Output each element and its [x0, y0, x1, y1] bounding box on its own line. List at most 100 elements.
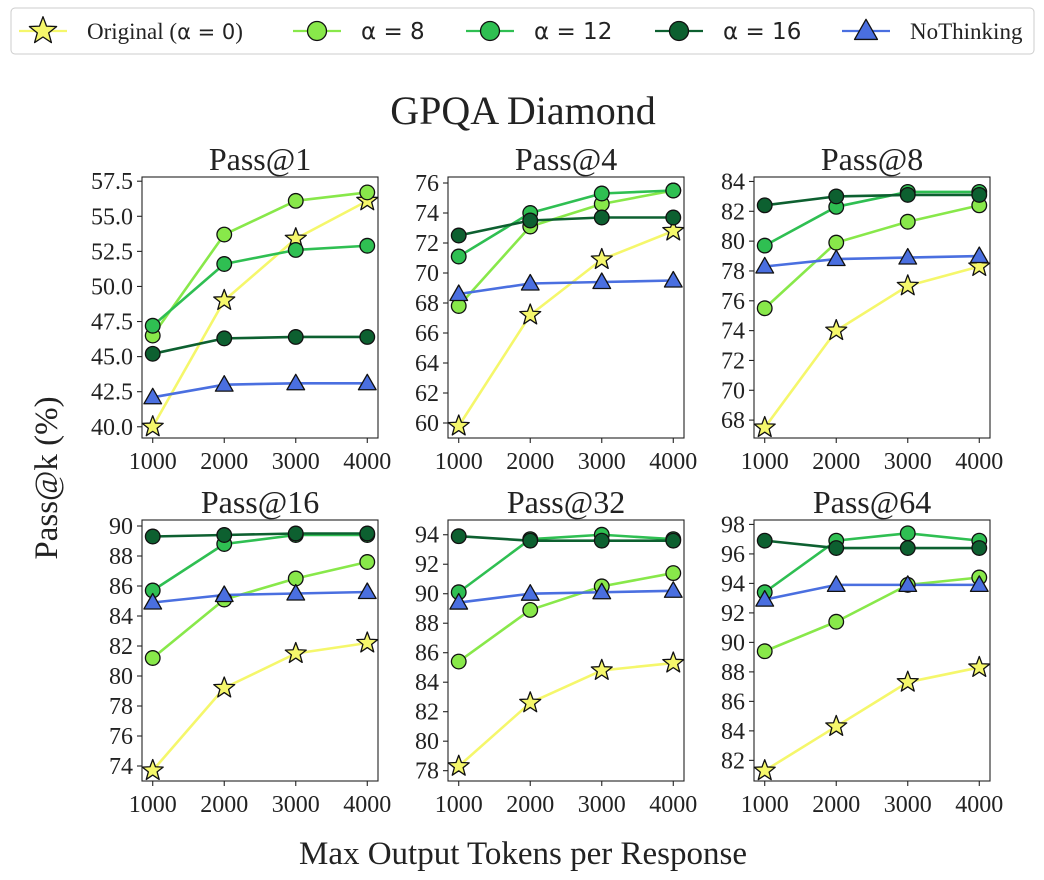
point-a16	[144, 345, 161, 362]
point-nothink	[755, 256, 775, 274]
x-tick-label: 2000	[812, 449, 860, 475]
y-tick-label: 74	[109, 754, 133, 780]
series-line-a12	[152, 533, 368, 592]
y-tick-label: 45.0	[91, 345, 133, 371]
series-line-a16	[152, 335, 368, 356]
point-orig	[896, 274, 919, 296]
point-a8	[899, 213, 916, 230]
point-orig	[753, 415, 776, 438]
subplot-frame	[141, 176, 379, 439]
point-a16	[450, 528, 467, 545]
point-nothink	[826, 249, 846, 267]
point-orig	[662, 651, 685, 673]
x-tick-label: 1000	[129, 792, 177, 818]
point-a8	[522, 601, 539, 618]
point-a12	[665, 182, 682, 199]
point-nothink	[357, 582, 377, 600]
x-tick-label: 1000	[741, 792, 789, 818]
point-a8	[216, 226, 233, 243]
y-tick-label: 66	[415, 321, 439, 347]
series-line-a8	[457, 571, 674, 663]
y-tick-label: 50.0	[91, 274, 133, 300]
point-a8	[665, 565, 682, 582]
point-a12	[756, 237, 773, 254]
point-orig	[590, 658, 613, 680]
subplot-frame	[447, 176, 685, 439]
point-nothink	[286, 373, 306, 391]
y-tick-label: 64	[415, 351, 439, 377]
point-a12	[899, 525, 916, 542]
point-a16	[216, 330, 233, 347]
point-a16	[665, 532, 682, 549]
point-nothink	[969, 246, 989, 264]
point-nothink	[143, 387, 163, 405]
point-a16	[593, 209, 610, 226]
y-tick-label: 84	[721, 169, 745, 195]
y-tick-label: 92	[415, 552, 439, 578]
point-a16	[756, 197, 773, 214]
figure-ylabel: Pass@k (%)	[29, 396, 65, 559]
y-tick-label: 84	[415, 670, 439, 696]
point-a16	[287, 525, 304, 542]
y-tick-label: 72	[721, 348, 745, 374]
series-line-a12	[764, 190, 980, 247]
subplot-frame	[753, 176, 991, 439]
point-nothink	[592, 582, 612, 600]
point-a8	[828, 234, 845, 251]
point-a16	[287, 329, 304, 345]
point-orig	[447, 414, 470, 436]
point-orig	[356, 631, 379, 653]
y-tick-label: 90	[415, 582, 439, 608]
point-nothink	[663, 270, 683, 288]
point-a16	[522, 532, 539, 549]
legend-label-a16: α = 16	[723, 19, 801, 45]
series-line-orig	[151, 641, 368, 772]
subplot-6: Pass@64 82 84 86 88 90 92 94 96 98 1000 2000 3000 400…	[721, 484, 1003, 818]
y-tick-label: 80	[109, 664, 133, 690]
point-orig	[447, 754, 470, 776]
point-orig	[662, 219, 685, 241]
point-orig	[519, 691, 542, 713]
point-nothink	[520, 584, 540, 601]
point-a16	[899, 186, 916, 203]
point-a16	[971, 540, 988, 556]
x-tick-label: 3000	[884, 449, 932, 475]
x-tick-label: 2000	[200, 449, 248, 475]
series-line-orig	[764, 666, 980, 772]
y-tick-label: 76	[721, 289, 745, 315]
x-tick-label: 1000	[435, 792, 483, 818]
x-tick-label: 1000	[435, 449, 483, 475]
point-a12	[359, 237, 376, 254]
x-tick-label: 3000	[578, 792, 626, 818]
series-line-nothink	[152, 381, 368, 399]
series-line-orig	[457, 229, 674, 427]
y-tick-label: 82	[109, 634, 133, 660]
y-tick-label: 52.5	[91, 239, 133, 265]
y-tick-label: 82	[721, 199, 745, 225]
point-a8	[359, 554, 376, 570]
legend-marker-a8	[306, 20, 328, 42]
point-nothink	[898, 247, 918, 265]
subplot-title: Pass@1	[209, 141, 311, 177]
series-line-nothink	[764, 254, 980, 268]
point-a16	[216, 527, 233, 543]
point-a12	[593, 185, 610, 202]
y-tick-label: 88	[109, 544, 133, 570]
y-tick-label: 74	[415, 201, 439, 227]
subplot-2: Pass@4 60 62 64 66 68 70 72 74 76 1000 2000 3000 4000	[415, 141, 697, 475]
point-orig	[213, 288, 236, 311]
legend-frame	[10, 7, 1035, 55]
x-tick-label: 2000	[506, 792, 554, 818]
point-a16	[828, 188, 845, 205]
legend-entry-nothink: NoThinking	[842, 18, 1023, 44]
point-orig	[590, 247, 613, 270]
y-tick-label: 90	[721, 630, 745, 656]
point-a12	[216, 256, 233, 272]
legend-label-orig: Original (α = 0)	[87, 19, 243, 44]
point-a8	[359, 184, 376, 201]
point-a16	[450, 227, 467, 244]
series-line-a12	[458, 189, 674, 258]
series-line-a8	[764, 576, 980, 653]
subplot-frame	[447, 519, 685, 782]
point-a16	[756, 532, 773, 549]
